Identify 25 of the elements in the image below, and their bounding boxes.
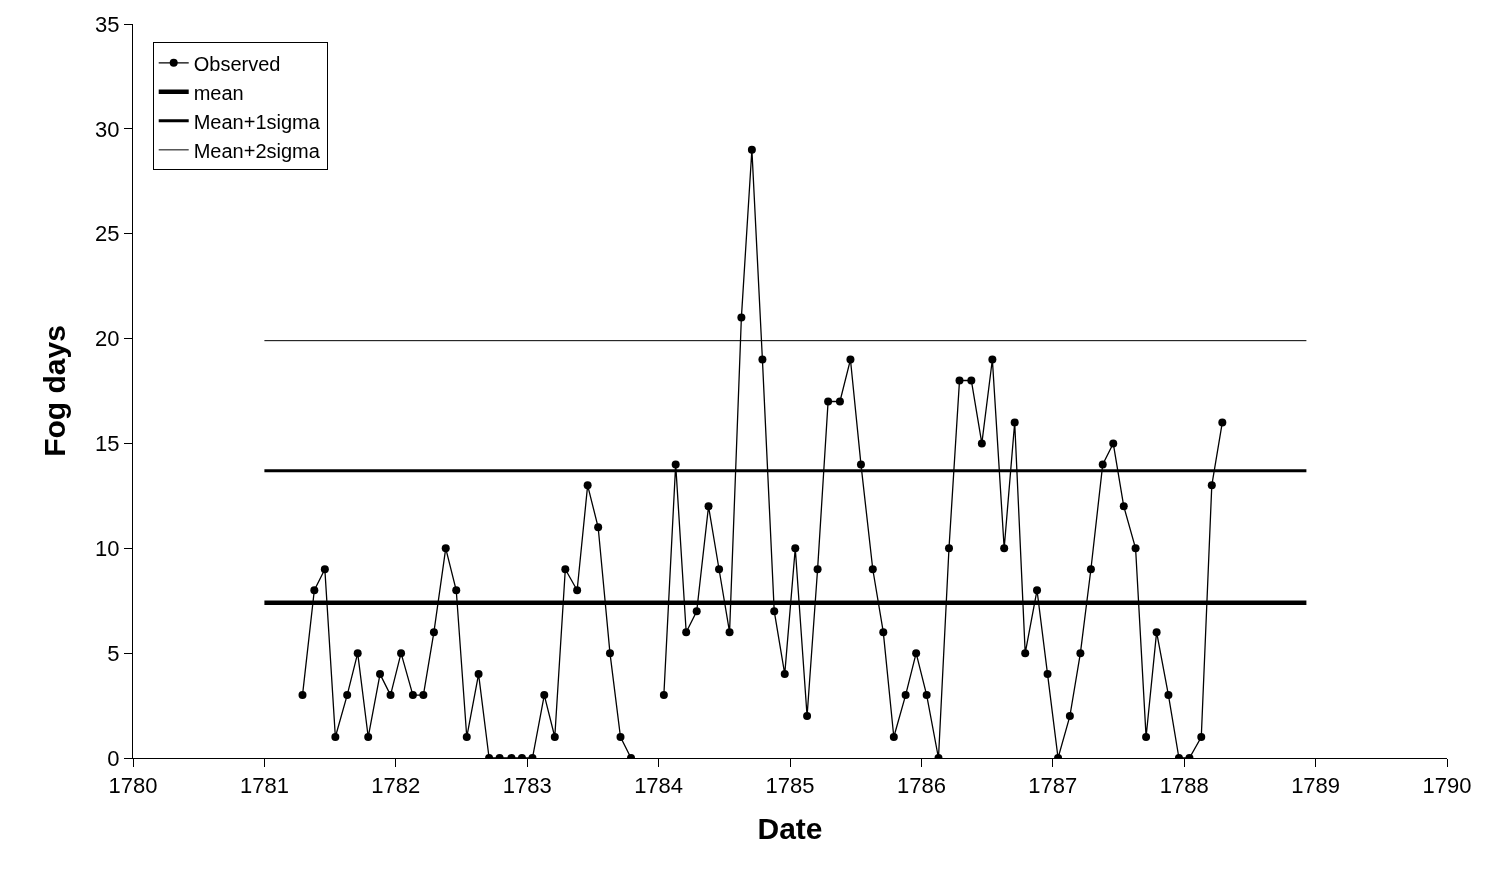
legend-label: Mean+1sigma bbox=[193, 110, 321, 133]
y-tick-label: 20 bbox=[95, 326, 120, 352]
legend-label: mean bbox=[193, 81, 244, 104]
x-tick-label: 1780 bbox=[108, 773, 158, 799]
y-tick-label: 5 bbox=[107, 640, 120, 666]
legend-label: Mean+2sigma bbox=[193, 139, 321, 162]
x-tick-label: 1786 bbox=[896, 773, 946, 799]
y-tick-label: 35 bbox=[95, 11, 120, 37]
x-tick-label: 1785 bbox=[765, 773, 815, 799]
y-tick-label: 25 bbox=[95, 221, 120, 247]
x-tick-label: 1789 bbox=[1291, 773, 1341, 799]
y-tick-label: 10 bbox=[95, 535, 120, 561]
y-tick-label: 15 bbox=[95, 431, 120, 457]
x-tick-label: 1781 bbox=[239, 773, 289, 799]
x-tick-label: 1790 bbox=[1422, 773, 1472, 799]
x-axis-title: Date bbox=[757, 811, 823, 845]
x-tick-label: 1787 bbox=[1028, 773, 1078, 799]
y-tick-label: 0 bbox=[107, 745, 120, 771]
x-tick-label: 1788 bbox=[1159, 773, 1209, 799]
x-tick-label: 1783 bbox=[502, 773, 552, 799]
y-axis-title: Fog days bbox=[38, 325, 72, 457]
legend-label: Observed bbox=[193, 52, 281, 75]
y-tick-label: 30 bbox=[95, 116, 120, 142]
x-tick-label: 1784 bbox=[634, 773, 684, 799]
x-tick-label: 1782 bbox=[371, 773, 421, 799]
